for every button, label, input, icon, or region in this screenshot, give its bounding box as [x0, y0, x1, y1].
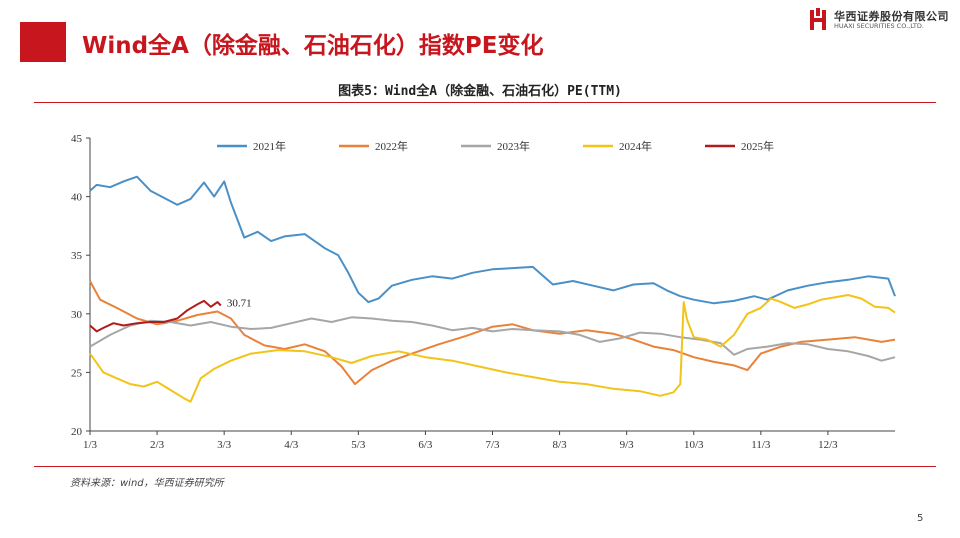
slide-title: Wind全A（除金融、石油石化）指数PE变化: [82, 33, 544, 59]
figure-title: 图表5：Wind全A（除金融、石油石化）PE(TTM): [338, 84, 622, 99]
series-line: [89, 316, 896, 362]
logo-english-name: HUAXI SECURITIES CO.,LTD.: [834, 22, 924, 30]
legend-label: 2025年: [741, 139, 774, 153]
y-tick-label: 25: [71, 367, 83, 379]
series-line: [89, 280, 896, 386]
series-line: [89, 299, 222, 333]
y-tick-label: 40: [71, 192, 83, 204]
y-tick-label: 30: [71, 309, 83, 321]
legend-label: 2024年: [619, 139, 652, 153]
x-tick-label: 1/3: [83, 439, 98, 451]
x-tick-label: 7/3: [485, 439, 500, 451]
end-value-label: 30.71: [227, 297, 252, 309]
top-divider: [34, 102, 936, 103]
logo-chinese-name: 华西证券股份有限公司: [834, 10, 949, 23]
x-tick-label: 9/3: [620, 439, 635, 451]
x-tick-label: 3/3: [217, 439, 232, 451]
y-tick-label: 20: [71, 426, 83, 438]
x-tick-label: 4/3: [284, 439, 299, 451]
source-note: 资料来源：wind，华西证券研究所: [70, 478, 224, 489]
chart-legend: 2021年 2022年 2023年 2024年 2025年: [217, 139, 774, 153]
x-tick-label: 6/3: [418, 439, 433, 451]
x-tick-label: 10/3: [684, 439, 704, 451]
chart-lines: 30.71: [89, 175, 896, 403]
title-accent-block: [20, 22, 66, 62]
legend-label: 2022年: [375, 139, 408, 153]
x-tick-label: 8/3: [553, 439, 568, 451]
y-tick-label: 45: [71, 133, 83, 145]
x-tick-label: 11/3: [751, 439, 771, 451]
bottom-divider: [34, 466, 936, 467]
page-number: 5: [917, 513, 924, 524]
huaxi-logo-icon: [810, 8, 826, 30]
series-line: [89, 175, 896, 305]
series-line: [89, 294, 896, 403]
y-tick-label: 35: [71, 250, 83, 262]
chart-axes: 20 25 30 35 40 45 1/3 2/3 3/3 4/3 5/3 6/3 7/3 8/3 9/3 1…: [71, 133, 895, 451]
x-tick-label: 12/3: [818, 439, 838, 451]
legend-label: 2023年: [497, 139, 530, 153]
x-tick-label: 2/3: [150, 439, 165, 451]
legend-label: 2021年: [253, 139, 286, 153]
company-logo: 华西证券股份有限公司 HUAXI SECURITIES CO.,LTD.: [808, 8, 954, 34]
x-tick-label: 5/3: [351, 439, 366, 451]
